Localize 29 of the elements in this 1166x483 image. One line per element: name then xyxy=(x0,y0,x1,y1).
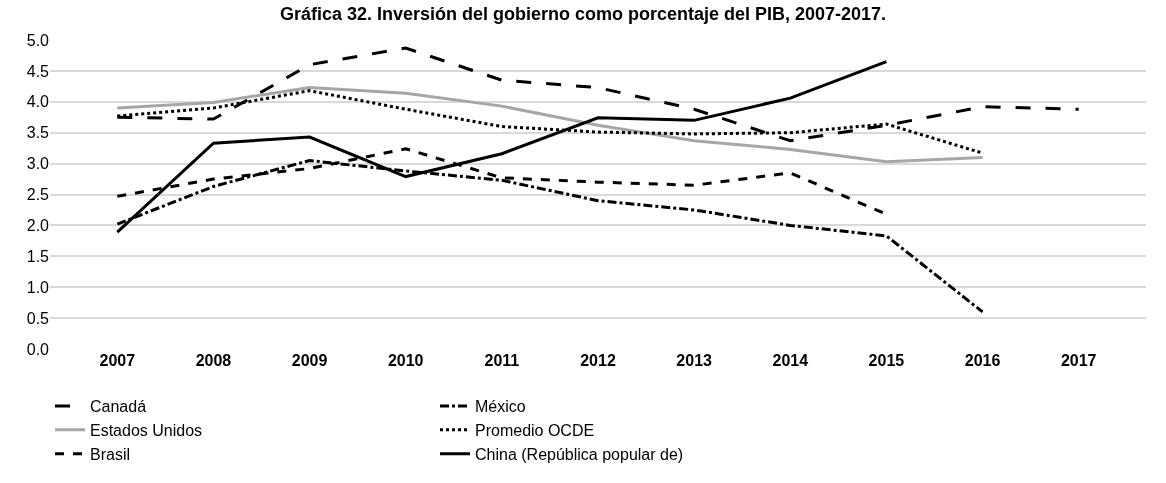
x-tick-label: 2015 xyxy=(868,352,905,369)
x-tick-label: 2014 xyxy=(772,352,809,369)
y-tick-label: 4.0 xyxy=(26,93,50,111)
x-tick-label: 2017 xyxy=(1060,352,1097,369)
chart-title: Gráfica 32. Inversión del gobierno como porcentaje del PIB, 2007-2017. xyxy=(279,3,887,24)
y-tick-label: 2.5 xyxy=(26,186,50,204)
x-tick-label: 2013 xyxy=(676,352,713,369)
x-tick-label: 2007 xyxy=(99,352,136,369)
y-tick-label: 3.5 xyxy=(26,124,50,142)
legend-label: Promedio OCDE xyxy=(475,422,595,440)
legend-label: Brasil xyxy=(90,445,131,463)
y-tick-label: 0.5 xyxy=(26,309,50,327)
x-tick-label: 2008 xyxy=(195,352,232,369)
y-tick-label: 2.0 xyxy=(26,217,50,234)
legend-label: China (República popular de) xyxy=(475,445,684,463)
y-tick-label: 1.0 xyxy=(26,278,50,296)
y-tick-label: 1.5 xyxy=(26,247,50,265)
x-tick-label: 2016 xyxy=(964,352,1001,369)
y-tick-label: 0.0 xyxy=(26,340,50,358)
y-tick-label: 4.5 xyxy=(26,62,50,80)
y-tick-label: 5.0 xyxy=(26,31,50,49)
legend-label: Canadá xyxy=(90,398,147,416)
x-tick-label: 2011 xyxy=(484,352,520,369)
x-tick-label: 2009 xyxy=(291,352,328,369)
x-tick-label: 2010 xyxy=(387,352,424,369)
y-tick-label: 3.0 xyxy=(26,155,50,173)
legend-label: Estados Unidos xyxy=(90,422,203,440)
x-tick-label: 2012 xyxy=(580,352,616,369)
legend-label: México xyxy=(475,398,526,416)
